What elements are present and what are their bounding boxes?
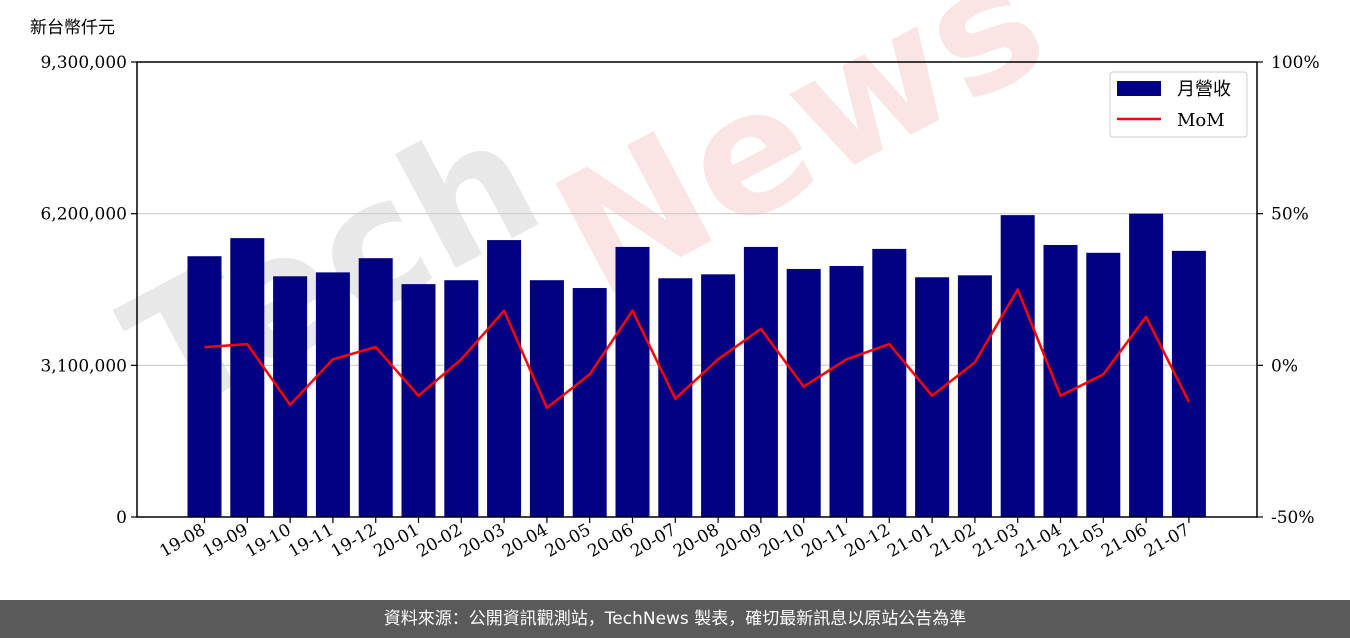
bar-21-03 [1000, 215, 1035, 518]
x-axis: 19-0819-0919-1019-1119-1220-0120-0220-03… [157, 517, 1193, 562]
left-axis: 0 3,100,000 6,200,000 9,300,000 [40, 53, 137, 528]
x-tick-label-19-12: 19-12 [328, 520, 380, 562]
right-tick-label-1: 0% [1271, 356, 1298, 376]
x-tick-label-20-09: 20-09 [713, 520, 765, 562]
bar-19-12 [358, 258, 393, 517]
x-tick-label-19-09: 19-09 [199, 520, 251, 562]
legend-label-mom: MoM [1177, 110, 1225, 131]
bar-21-05 [1086, 252, 1121, 517]
x-tick-label-21-04: 21-04 [1013, 520, 1065, 562]
x-tick-label-21-05: 21-05 [1055, 520, 1107, 562]
bar-21-06 [1129, 213, 1164, 517]
bar-20-09 [743, 246, 778, 517]
x-tick-label-20-05: 20-05 [542, 520, 594, 562]
right-tick-label-3: 100% [1271, 53, 1320, 73]
x-tick-label-21-07: 21-07 [1141, 520, 1193, 562]
bar-20-10 [786, 268, 821, 517]
bar-20-08 [701, 274, 736, 517]
plot-frame [136, 61, 1258, 518]
x-tick-label-20-02: 20-02 [413, 520, 465, 562]
x-tick-label-20-04: 20-04 [499, 520, 551, 562]
x-tick-label-21-06: 21-06 [1098, 520, 1150, 562]
bar-20-11 [829, 266, 864, 517]
x-tick-label-20-12: 20-12 [841, 520, 893, 562]
left-tick-label-2: 6,200,000 [40, 205, 127, 225]
left-tick-label-0: 0 [116, 508, 127, 528]
bar-19-09 [230, 238, 265, 517]
bar-20-02 [444, 280, 479, 517]
x-tick-label-20-10: 20-10 [756, 520, 808, 562]
legend-label-revenue: 月營收 [1177, 79, 1231, 100]
bar-20-06 [615, 246, 650, 517]
left-tick-label-3: 9,300,000 [40, 53, 127, 73]
bar-21-02 [957, 275, 992, 517]
x-tick-label-19-11: 19-11 [285, 520, 337, 562]
mom-line [204, 288, 1191, 410]
bar-21-01 [915, 277, 950, 517]
revenue-bars [187, 213, 1206, 518]
revenue-chart: Tech News 新台幣仟元 03,100,0006,200,0009,300… [30, 0, 1320, 562]
bar-19-08 [187, 256, 222, 517]
x-tick-label-19-08: 19-08 [157, 520, 209, 562]
right-axis: -50% 0% 50% 100% [1257, 53, 1320, 528]
x-tick-label-21-03: 21-03 [970, 520, 1022, 562]
legend: 月營收 MoM [1109, 71, 1248, 138]
x-tick-label-20-11: 20-11 [799, 520, 851, 562]
x-tick-label-20-03: 20-03 [456, 520, 508, 562]
x-tick-label-20-08: 20-08 [670, 520, 722, 562]
bar-19-10 [273, 276, 308, 517]
source-footer: 資料來源：公開資訊觀測站，TechNews 製表，確切最新訊息以原站公告為準 [0, 600, 1350, 638]
x-tick-label-20-07: 20-07 [627, 520, 679, 562]
bar-21-07 [1171, 250, 1206, 517]
x-tick-label-21-01: 21-01 [884, 520, 936, 562]
bar-19-11 [315, 272, 350, 517]
x-tick-label-19-10: 19-10 [242, 520, 294, 562]
bar-21-04 [1043, 244, 1078, 517]
bar-20-12 [872, 248, 907, 518]
x-tick-label-20-01: 20-01 [371, 520, 423, 562]
y-axis-unit-label: 新台幣仟元 [30, 18, 115, 38]
legend-swatch-revenue [1117, 81, 1161, 96]
right-tick-label-0: -50% [1271, 508, 1315, 528]
x-tick-label-21-02: 21-02 [927, 520, 979, 562]
bar-20-01 [401, 284, 436, 517]
left-tick-label-1: 3,100,000 [40, 356, 127, 376]
x-tick-label-20-06: 20-06 [585, 520, 637, 562]
right-tick-label-2: 50% [1271, 205, 1309, 225]
bar-20-03 [487, 240, 522, 517]
bar-20-05 [572, 288, 607, 517]
